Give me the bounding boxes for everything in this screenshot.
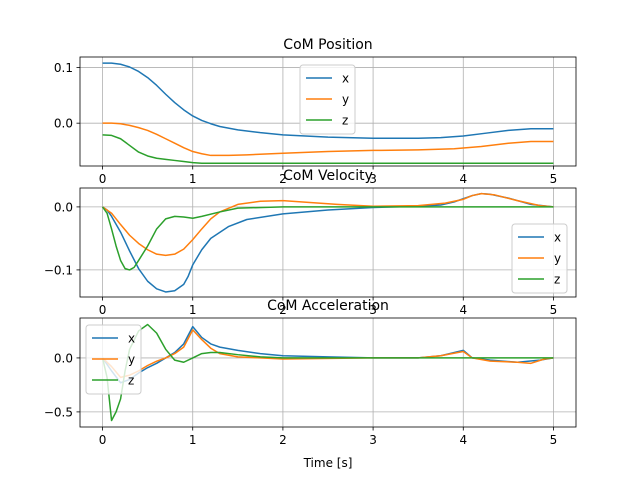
x-tick-label: 1	[189, 433, 197, 447]
y-tick-label: 0.0	[54, 200, 73, 214]
legend-label-y: y	[554, 252, 561, 266]
legend-label-x: x	[128, 332, 135, 346]
subplot-2: 0 1 2 3 4 5 0.0 −0.5 CoM Acceleration Time [s] xyz	[44, 298, 577, 470]
x-tick-label: 4	[459, 433, 467, 447]
axes-frame	[79, 317, 577, 428]
x-tick-label: 3	[369, 433, 377, 447]
axes-frame	[79, 56, 577, 167]
chart-title: CoM Velocity	[283, 168, 373, 184]
y-tick-label: 0.0	[54, 351, 73, 365]
y-tick-label: −0.5	[44, 405, 73, 419]
x-tick-label: 2	[279, 303, 287, 317]
series-line-y	[102, 329, 554, 379]
x-tick-label: 3	[369, 172, 377, 186]
series-line-z	[102, 134, 554, 164]
legend-label-z: z	[342, 114, 348, 128]
legend-label-z: z	[128, 374, 134, 388]
y-tick-label: 0.0	[54, 117, 73, 131]
x-tick-label: 0	[99, 172, 107, 186]
legend: xyz	[299, 64, 356, 135]
series-line-z	[101, 323, 554, 422]
x-tick-label: 5	[550, 172, 558, 186]
series-line-y	[102, 122, 554, 157]
x-tick-label: 2	[279, 433, 287, 447]
series-line-y	[102, 192, 554, 257]
subplot-1: 0 1 2 3 4 5 0.0 −0.1 CoM Velocity xyz	[44, 168, 577, 317]
chart-title: CoM Position	[283, 37, 372, 53]
x-tick-label: 0	[99, 433, 107, 447]
x-tick-label: 0	[99, 303, 107, 317]
y-tick-label: −0.1	[44, 263, 73, 277]
legend: xyz	[511, 223, 568, 294]
legend-label-y: y	[128, 353, 135, 367]
series-line-x	[102, 62, 554, 139]
series-line-x	[102, 192, 554, 293]
legend-label-y: y	[342, 93, 349, 107]
x-tick-label: 1	[189, 172, 197, 186]
x-tick-label: 1	[189, 303, 197, 317]
x-tick-label: 5	[550, 303, 558, 317]
axes-frame	[79, 187, 577, 298]
x-tick-label: 5	[550, 433, 558, 447]
x-tick-label: 3	[369, 303, 377, 317]
x-tick-label: 2	[279, 172, 287, 186]
x-tick-label: 4	[459, 303, 467, 317]
legend-label-x: x	[554, 231, 561, 245]
x-axis-label: Time [s]	[303, 456, 353, 470]
series-line-z	[101, 206, 554, 271]
legend-label-z: z	[554, 273, 560, 287]
x-tick-label: 4	[459, 172, 467, 186]
chart-title: CoM Acceleration	[267, 298, 389, 314]
legend: xyz	[85, 324, 142, 395]
legend-label-x: x	[342, 72, 349, 86]
subplot-0: 0 1 2 3 4 5 0.1 0.0 CoM Position xyz	[54, 37, 577, 186]
y-tick-label: 0.1	[54, 61, 73, 75]
